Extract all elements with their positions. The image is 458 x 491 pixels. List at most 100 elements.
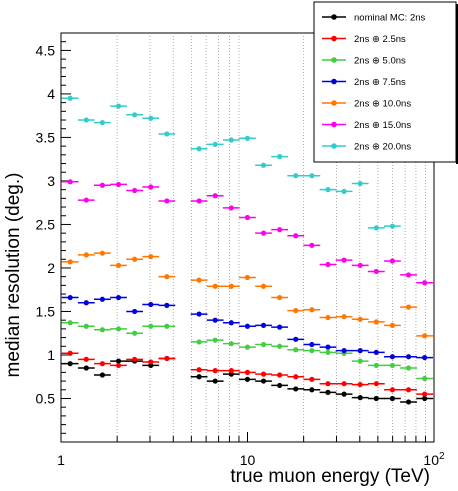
data-point bbox=[260, 230, 267, 236]
data-point bbox=[228, 341, 234, 347]
data-point bbox=[244, 323, 251, 329]
data-point bbox=[244, 135, 251, 141]
data-point bbox=[309, 341, 315, 348]
data-point bbox=[260, 162, 267, 168]
data-point bbox=[67, 361, 73, 367]
legend: nominal MC: 2ns 2ns ⊕ 2.5ns 2ns ⊕ 5.0ns 2ns… bbox=[313, 1, 458, 164]
data-point bbox=[389, 322, 396, 328]
data-point bbox=[244, 376, 251, 382]
data-point bbox=[212, 283, 218, 289]
data-point bbox=[228, 283, 234, 289]
y-tick-label: 0.5 bbox=[36, 390, 56, 406]
x-grid bbox=[116, 33, 426, 442]
data-point bbox=[83, 365, 89, 371]
data-point bbox=[164, 131, 170, 137]
data-point bbox=[389, 258, 396, 264]
data-point bbox=[115, 262, 122, 268]
data-point bbox=[260, 371, 267, 377]
data-point bbox=[67, 95, 73, 101]
legend-label: 2ns ⊕ 10.0ns bbox=[354, 99, 411, 110]
series-5 bbox=[61, 179, 434, 286]
data-point bbox=[325, 314, 331, 321]
data-point bbox=[115, 326, 122, 332]
data-point bbox=[244, 344, 251, 350]
series-1 bbox=[61, 350, 434, 397]
data-point bbox=[357, 262, 363, 268]
legend-label: 2ns ⊕ 2.5ns bbox=[354, 34, 406, 45]
data-point bbox=[389, 387, 396, 393]
data-point bbox=[212, 141, 218, 147]
data-point bbox=[148, 115, 154, 121]
data-point bbox=[67, 350, 73, 356]
data-point bbox=[341, 257, 347, 263]
x-tick-label: 1 bbox=[57, 452, 65, 468]
data-point bbox=[228, 137, 234, 143]
data-point bbox=[244, 274, 251, 281]
data-point bbox=[277, 227, 283, 233]
data-point bbox=[164, 302, 170, 308]
data-point bbox=[148, 254, 154, 260]
data-point bbox=[212, 378, 218, 384]
data-point bbox=[357, 381, 363, 388]
data-point bbox=[277, 343, 283, 349]
data-point bbox=[115, 103, 122, 109]
data-point bbox=[164, 198, 170, 204]
data-point bbox=[357, 316, 363, 322]
data-point bbox=[83, 252, 89, 258]
data-point bbox=[260, 322, 267, 328]
data-point bbox=[325, 349, 331, 355]
x-ticks: 1 10 102 bbox=[57, 432, 445, 468]
data-point bbox=[422, 375, 428, 382]
data-point bbox=[389, 362, 396, 369]
legend-marker bbox=[331, 121, 337, 128]
data-point bbox=[277, 324, 283, 330]
data-point bbox=[277, 382, 283, 389]
data-point bbox=[357, 348, 363, 354]
data-point bbox=[148, 323, 154, 329]
data-point bbox=[260, 378, 267, 384]
data-point bbox=[277, 153, 283, 160]
y-tick-label: 4.5 bbox=[36, 42, 56, 58]
data-point bbox=[405, 272, 412, 278]
series-group bbox=[61, 95, 434, 405]
y-tick-label: 1 bbox=[47, 347, 55, 363]
data-point bbox=[373, 225, 379, 231]
data-point bbox=[389, 395, 396, 402]
y-tick-label: 3 bbox=[47, 173, 55, 189]
data-point bbox=[164, 355, 170, 362]
data-point bbox=[260, 341, 267, 348]
data-point bbox=[277, 372, 283, 378]
data-point bbox=[83, 117, 89, 123]
data-point bbox=[293, 307, 299, 314]
data-point bbox=[212, 368, 218, 374]
legend-marker bbox=[331, 57, 337, 63]
data-point bbox=[422, 354, 428, 361]
data-point bbox=[99, 296, 106, 302]
series-3 bbox=[61, 294, 434, 361]
data-point bbox=[341, 381, 347, 387]
data-point bbox=[405, 387, 412, 393]
data-point bbox=[357, 395, 363, 401]
legend-marker bbox=[331, 143, 337, 149]
data-point bbox=[228, 205, 234, 211]
y-tick-label: 1.5 bbox=[36, 303, 56, 319]
data-point bbox=[325, 187, 331, 193]
data-point bbox=[132, 112, 138, 118]
data-point bbox=[115, 294, 122, 301]
data-point bbox=[132, 256, 138, 262]
data-point bbox=[244, 369, 251, 375]
data-point bbox=[83, 356, 89, 362]
data-point bbox=[83, 197, 89, 203]
data-point bbox=[196, 339, 202, 345]
data-point bbox=[196, 277, 202, 283]
data-point bbox=[293, 374, 299, 380]
data-point bbox=[196, 311, 202, 317]
data-point bbox=[260, 283, 267, 289]
data-point bbox=[293, 386, 299, 392]
legend-marker bbox=[331, 14, 337, 20]
data-point bbox=[115, 362, 122, 369]
data-point bbox=[148, 301, 154, 308]
data-point bbox=[99, 327, 106, 333]
data-point bbox=[341, 348, 347, 354]
